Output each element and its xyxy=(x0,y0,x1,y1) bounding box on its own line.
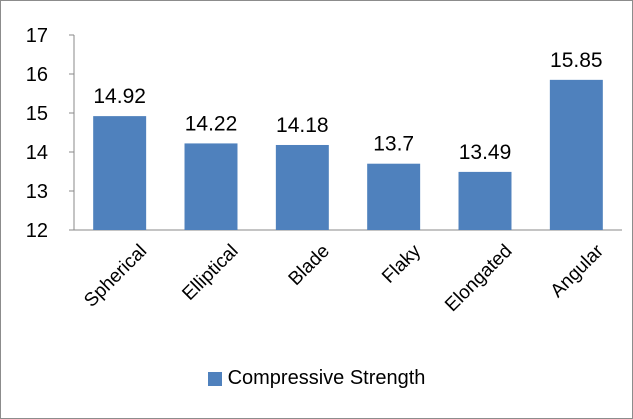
legend-swatch xyxy=(207,371,222,386)
y-tick-label: 17 xyxy=(26,25,48,47)
legend: Compressive Strength xyxy=(0,367,633,390)
category-labels: Spherical Elliptical Blade Flaky Elongated An… xyxy=(80,240,608,316)
category-label: Blade xyxy=(285,241,334,290)
category-label: Elliptical xyxy=(178,241,242,305)
bar-flaky xyxy=(367,163,421,230)
bar-elongated xyxy=(458,171,512,230)
bar-elliptical xyxy=(184,143,238,230)
data-label: 13.7 xyxy=(373,133,414,156)
y-tick-label: 14 xyxy=(26,142,48,164)
category-label: Angular xyxy=(547,240,609,302)
data-label: 14.92 xyxy=(93,85,146,108)
bars xyxy=(93,79,603,230)
legend-label: Compressive Strength xyxy=(227,367,426,389)
category-label: Spherical xyxy=(80,241,151,312)
data-label: 13.49 xyxy=(459,141,512,164)
category-label: Elongated xyxy=(441,241,516,316)
data-label: 14.18 xyxy=(276,114,329,137)
y-tick-label: 13 xyxy=(26,181,48,203)
bar-angular xyxy=(549,79,603,230)
y-tick-label: 15 xyxy=(26,103,48,125)
y-tick-label: 12 xyxy=(26,220,48,242)
y-axis: 12 13 14 15 16 17 xyxy=(26,25,622,242)
category-label: Flaky xyxy=(378,240,425,287)
data-label: 14.22 xyxy=(185,112,238,135)
bar-blade xyxy=(275,144,329,230)
bar-spherical xyxy=(93,116,147,230)
data-label: 15.85 xyxy=(550,49,603,72)
data-labels: 14.92 14.22 14.18 13.7 13.49 15.85 xyxy=(93,49,602,164)
y-tick-label: 16 xyxy=(26,64,48,86)
